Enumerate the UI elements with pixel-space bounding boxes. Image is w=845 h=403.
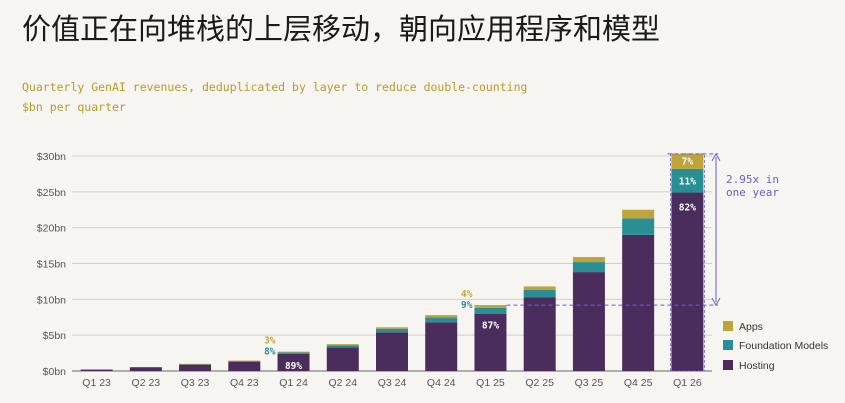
annotation-arrow-tail [711, 297, 721, 307]
bar-apps [572, 257, 605, 263]
bar-foundation [572, 262, 605, 273]
y-tick-label: $15bn [37, 259, 66, 271]
bar-hosting [376, 332, 408, 371]
legend-swatch-hosting [723, 360, 733, 370]
x-tick-label: Q2 24 [328, 377, 357, 389]
bar-foundation [179, 364, 212, 365]
bar-hosting [622, 234, 655, 371]
bar-hosting [671, 192, 704, 371]
bar-foundation [523, 290, 556, 298]
page-title: 价值正在向堆栈的上层移动，朝向应用程序和模型 [22, 12, 661, 46]
x-tick-label: Q2 23 [132, 377, 161, 389]
y-tick-label: $25bn [37, 187, 66, 199]
y-tick-label: $10bn [37, 294, 66, 306]
share-label-hosting: 89% [285, 361, 302, 372]
legend-label-apps: Apps [739, 321, 763, 333]
bar-hosting [523, 297, 556, 371]
bar-apps [376, 327, 408, 329]
annotation-text: 2.95x in [726, 173, 779, 186]
bar-hosting [326, 347, 359, 371]
bar-apps [179, 363, 212, 365]
x-tick-label: Q1 23 [82, 377, 111, 389]
bar-foundation [228, 360, 261, 362]
share-label-apps: 4% [461, 289, 473, 300]
bar-foundation [326, 345, 359, 348]
y-tick-label: $20bn [37, 223, 66, 235]
share-label-hosting: 82% [679, 203, 696, 214]
x-tick-label: Q2 25 [525, 377, 554, 389]
bar-apps [326, 344, 359, 346]
share-label-apps: 7% [682, 156, 694, 167]
share-label-foundation: 9% [461, 300, 473, 311]
bar-apps [671, 153, 704, 169]
bar-foundation [129, 367, 162, 368]
bar-foundation [622, 218, 655, 235]
bar-hosting [277, 353, 310, 371]
bar-foundation [425, 317, 458, 323]
share-label-foundation: 8% [264, 347, 276, 358]
x-tick-label: Q4 23 [230, 377, 259, 389]
bar-hosting [80, 369, 113, 371]
y-tick-label: $5bn [43, 330, 67, 342]
x-tick-label: Q3 24 [378, 377, 407, 389]
legend-swatch-foundation [723, 340, 733, 350]
x-tick-label: Q1 24 [279, 377, 308, 389]
bar-apps [474, 305, 507, 308]
x-tick-label: Q1 25 [476, 377, 505, 389]
share-label-hosting: 87% [482, 321, 499, 332]
x-tick-label: Q4 25 [624, 377, 653, 389]
y-tick-label: $0bn [43, 366, 67, 378]
share-label-apps: 3% [264, 336, 276, 347]
bar-hosting [572, 272, 605, 371]
bar-hosting [228, 361, 261, 371]
bar-hosting [129, 367, 162, 371]
chart-unit-label: $bn per quarter [22, 100, 126, 114]
chart-subtitle: Quarterly GenAI revenues, deduplicated b… [22, 80, 528, 94]
annotation-box [669, 153, 705, 372]
annotation-text: one year [726, 186, 779, 199]
bar-foundation [376, 328, 408, 333]
bar-hosting [425, 322, 458, 371]
bar-apps [228, 360, 261, 362]
bar-foundation [671, 168, 704, 193]
bar-apps [425, 315, 458, 318]
legend-swatch-apps [723, 321, 733, 331]
bar-foundation [474, 307, 507, 314]
bar-apps [523, 286, 556, 291]
bar-foundation [277, 352, 310, 354]
bar-hosting [179, 364, 212, 371]
bar-apps [277, 351, 310, 353]
x-tick-label: Q3 23 [181, 377, 210, 389]
x-tick-label: Q4 24 [427, 377, 456, 389]
legend-label-foundation: Foundation Models [739, 340, 828, 352]
y-tick-label: $30bn [37, 151, 66, 163]
x-tick-label: Q3 25 [575, 377, 604, 389]
bar-apps [622, 209, 655, 219]
share-label-foundation: 11% [679, 177, 696, 188]
bar-hosting [474, 313, 507, 371]
x-tick-label: Q1 26 [673, 377, 702, 389]
legend-label-hosting: Hosting [739, 360, 775, 372]
annotation-arrow-head [711, 152, 721, 162]
